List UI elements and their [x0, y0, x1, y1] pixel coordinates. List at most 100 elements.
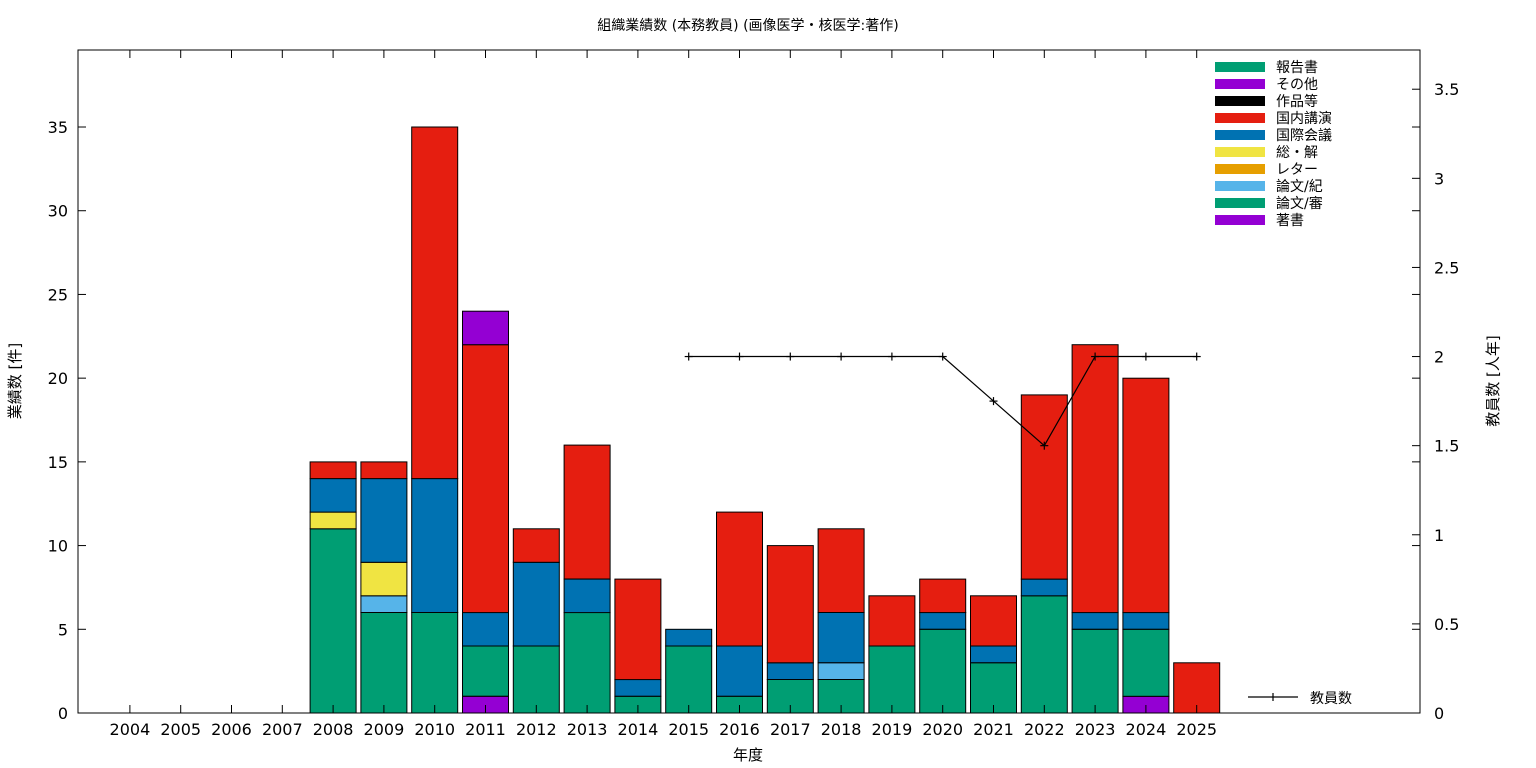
chart-title: 組織業績数 (本務教員) (画像医学・核医学:著作): [597, 18, 898, 34]
bar-2024-series-6: [1122, 377, 1170, 614]
bar-2024-series-5: [1122, 612, 1170, 630]
bar-2018-series-6: [817, 528, 865, 613]
x-tick-label-2007: 2007: [262, 720, 303, 739]
bar-2010-series-1: [411, 612, 459, 714]
line-legend-label: 教員数: [1310, 691, 1352, 707]
bar-2009-series-1: [360, 612, 408, 714]
bar-2017-series-5: [766, 662, 814, 680]
bar-2016-series-5: [716, 645, 763, 697]
legend-swatch-1: [1215, 79, 1265, 89]
y2-axis-label: 教員数 [人年]: [1484, 335, 1502, 426]
line-point-2018: [837, 352, 846, 361]
x-axis-ticks: 2004 2005 2006 2007 2008 2009 2010 2011 2012 2013…: [110, 50, 1217, 739]
legend-label-4: 国際会議: [1276, 127, 1332, 144]
bar-2024-series-1: [1122, 628, 1170, 697]
bar-2018-series-5: [817, 612, 865, 664]
legend-label-1: その他: [1276, 77, 1318, 93]
bar-2010-series-5: [411, 478, 459, 613]
bar-2014-series-5: [614, 679, 662, 697]
line-point-2017: [786, 352, 795, 361]
line-point-2025: [1192, 352, 1201, 361]
bar-2015-series-1: [665, 645, 713, 714]
y2-tick-label: 1: [1434, 526, 1444, 545]
bar-2012-series-1: [512, 645, 560, 714]
line-series-teacher-count: [688, 355, 1197, 447]
y-tick-label: 10: [48, 537, 68, 556]
bar-2021-series-6: [970, 595, 1017, 647]
line-point-2020: [938, 352, 947, 361]
x-tick-label-2008: 2008: [313, 720, 354, 739]
bar-2020-series-5: [919, 612, 967, 630]
legend-label-9: 著書: [1276, 213, 1304, 229]
y2-tick-label: 2.5: [1434, 258, 1459, 277]
bar-2011-series-5: [462, 612, 509, 647]
line-legend: 教員数: [1248, 691, 1352, 707]
bar-2019-series-6: [868, 595, 916, 647]
bar-2008-series-6: [309, 461, 357, 480]
y-tick-label: 25: [48, 285, 68, 304]
plot-frame: [77, 49, 1421, 714]
bar-2008-series-5: [309, 478, 357, 513]
legend-label-2: 作品等: [1276, 93, 1318, 110]
bar-2022-series-6: [1020, 394, 1068, 580]
x-tick-label-2021: 2021: [973, 720, 1014, 739]
x-tick-label-2025: 2025: [1176, 720, 1217, 739]
x-tick-label-2011: 2011: [465, 720, 506, 739]
x-tick-label-2010: 2010: [414, 720, 455, 739]
bar-2023-series-6: [1071, 344, 1119, 614]
x-tick-label-2018: 2018: [821, 720, 862, 739]
legend-label-3: 国内講演: [1276, 111, 1332, 127]
x-tick-label-2014: 2014: [618, 720, 659, 739]
legend-swatch-4: [1215, 130, 1265, 140]
legend-swatch-5: [1215, 147, 1265, 157]
y-tick-label: 15: [48, 453, 68, 472]
bar-2009-series-2: [360, 595, 408, 613]
bar-2013-series-6: [563, 444, 611, 580]
bar-2009-series-4: [360, 561, 408, 597]
legend-label-7: 論文/紀: [1276, 179, 1323, 195]
y2-tick-label: 1.5: [1434, 437, 1459, 456]
bar-2009-series-6: [360, 461, 408, 480]
bar-2022-series-1: [1020, 595, 1068, 714]
bar-2013-series-1: [563, 612, 611, 714]
line-point-2019: [887, 352, 896, 361]
y2-tick-label: 0: [1434, 704, 1444, 723]
x-tick-label-2017: 2017: [770, 720, 811, 739]
x-tick-label-2004: 2004: [110, 720, 151, 739]
x-tick-label-2022: 2022: [1024, 720, 1065, 739]
legend-swatch-2: [1215, 96, 1265, 106]
legend-label-5: 総・解: [1276, 145, 1318, 161]
bar-2017-series-6: [766, 545, 814, 664]
y2-tick-label: 3: [1434, 169, 1444, 188]
legend-label-6: レター: [1276, 162, 1318, 178]
bar-2023-series-5: [1071, 612, 1119, 630]
y2-tick-label: 2: [1434, 348, 1444, 367]
legend-swatch-3: [1215, 113, 1265, 123]
bar-2014-series-6: [614, 578, 662, 681]
legend-swatch-0: [1215, 62, 1265, 72]
y-tick-label: 30: [48, 202, 68, 221]
bar-2010-series-6: [411, 126, 459, 480]
line-point-2021: [989, 397, 998, 406]
x-tick-label-2009: 2009: [364, 720, 405, 739]
y-axis-ticks: 0 5 10 15 20 25 30 35: [48, 118, 1420, 723]
bar-2019-series-1: [868, 645, 916, 714]
bar-2012-series-5: [512, 561, 560, 647]
bar-2011-series-8: [462, 310, 509, 346]
legend-swatch-7: [1215, 181, 1265, 191]
y2-tick-label: 0.5: [1434, 615, 1459, 634]
bar-2022-series-5: [1020, 578, 1068, 597]
line-point-2015: [684, 352, 693, 361]
plot-area: [309, 126, 1221, 714]
bar-2016-series-6: [716, 511, 763, 647]
y-tick-label: 35: [48, 118, 68, 137]
x-tick-label-2013: 2013: [567, 720, 608, 739]
y-axis-label: 業績数 [件]: [6, 343, 24, 419]
legend-swatch-6: [1215, 164, 1265, 174]
bar-2012-series-6: [512, 528, 560, 563]
bar-2018-series-2: [817, 662, 865, 680]
bar-2008-series-1: [309, 528, 357, 714]
bar-2013-series-5: [563, 578, 611, 614]
bar-2011-series-6: [462, 344, 509, 614]
